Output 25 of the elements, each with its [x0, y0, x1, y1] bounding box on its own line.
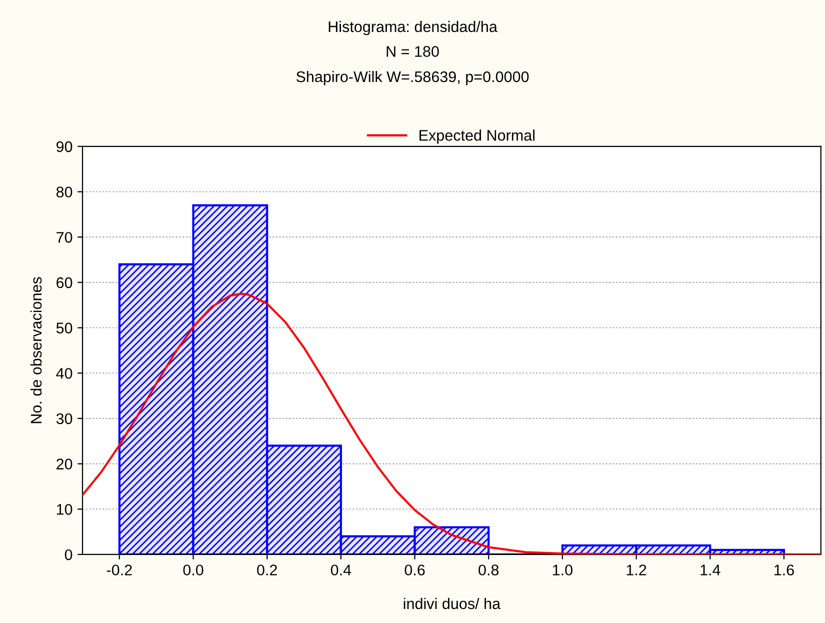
y-tick-label: 60	[56, 277, 72, 288]
x-tick-label: 0.2	[257, 564, 277, 576]
x-tick-label: 0.4	[330, 564, 352, 576]
y-tick-label: 10	[56, 504, 72, 515]
y-tick-label: 90	[56, 141, 72, 152]
x-tick-label: 1.4	[700, 564, 720, 576]
x-tick-label: 1.6	[774, 564, 794, 576]
legend-label: Expected Normal	[420, 130, 534, 144]
y-tick-label: 30	[56, 413, 72, 424]
y-tick-label: 70	[56, 232, 72, 243]
chart-title: Histograma: densidad/ha	[328, 20, 498, 36]
x-tick-label: 0.8	[478, 564, 499, 576]
y-tick-label: 50	[56, 322, 72, 334]
x-tick-label: -0.2	[106, 564, 132, 576]
x-tick-label: 0.0	[183, 564, 204, 576]
x-tick-label: 1.2	[626, 564, 646, 576]
y-axis-title: No. de observaciones	[30, 277, 42, 424]
chart-subtitle: N = 180 Shapiro-Wilk W=.58639, p=0.0000	[296, 46, 529, 86]
y-tick-label: 20	[56, 458, 72, 470]
y-tick-label: 40	[56, 368, 72, 379]
y-tick-label: 80	[56, 186, 72, 198]
x-tick-label: 0.6	[404, 564, 425, 576]
y-tick-label: 0	[64, 549, 72, 560]
x-axis-title: indivi duos/ ha	[404, 598, 501, 610]
x-tick-label: 1.0	[552, 564, 572, 576]
